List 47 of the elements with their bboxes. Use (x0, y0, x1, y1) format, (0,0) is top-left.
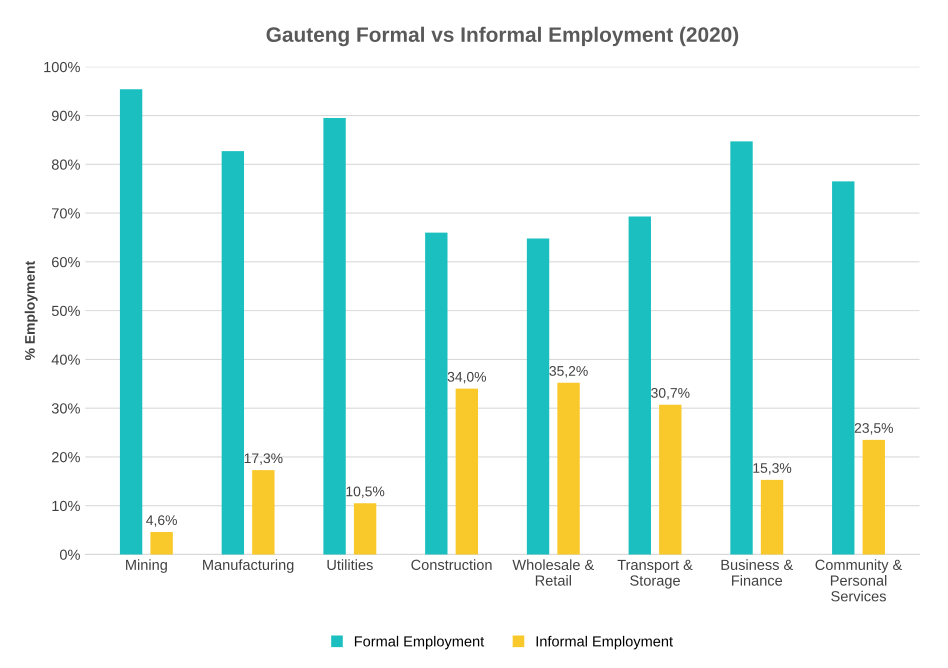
bar (323, 118, 346, 554)
x-tick-label: Construction (411, 559, 492, 570)
bar (456, 388, 478, 554)
x-tick-label: Mining (126, 559, 167, 573)
y-tick-label: 60% (52, 256, 80, 268)
y-tick-label: 70% (52, 208, 80, 219)
data-label: 23,5% (854, 423, 893, 435)
y-tick-label: 20% (52, 452, 80, 462)
legend-label: Informal Employment (536, 636, 673, 650)
x-tick-label: Manufacturing (203, 559, 294, 573)
data-label: 30,7% (651, 388, 690, 400)
y-tick-label: 50% (52, 306, 80, 316)
bar (557, 382, 580, 554)
bar (628, 216, 651, 554)
bar (252, 470, 275, 554)
bar (222, 151, 244, 554)
x-tick-label: Transport & Storage (618, 560, 693, 589)
y-axis-title: % Employment (24, 261, 38, 360)
legend-label: Formal Employment (354, 636, 484, 650)
y-tick-label: 80% (52, 159, 80, 170)
x-tick-label: Utilities (327, 559, 373, 570)
y-tick-label: 0% (60, 550, 80, 560)
y-tick-label: 30% (52, 403, 80, 414)
chart-title: Gauteng Formal vs Informal Employment (2020) (266, 26, 738, 46)
y-tick-label: 10% (52, 500, 80, 512)
bar (832, 181, 854, 554)
bar (150, 532, 173, 554)
bar (425, 232, 448, 554)
bar (862, 440, 885, 554)
y-tick-label: 90% (52, 110, 80, 121)
y-tick-label: 100% (44, 62, 80, 72)
bar (760, 480, 784, 554)
data-label: 4,6% (146, 515, 177, 527)
bar (730, 141, 753, 554)
data-label: 35,2% (549, 366, 588, 378)
y-tick-label: 40% (52, 354, 80, 365)
data-label: 15,3% (753, 463, 792, 475)
data-label: 10,5% (346, 486, 384, 498)
data-label: 17,3% (244, 453, 283, 465)
bar (526, 238, 550, 554)
x-tick-label: Business & Finance (722, 559, 794, 586)
bar (120, 89, 142, 554)
bar (354, 503, 376, 554)
x-tick-label: Wholesale & Retail (512, 559, 594, 586)
data-label: 34,0% (448, 372, 486, 384)
bar (659, 404, 682, 554)
x-tick-label: Community & Personal Services (816, 559, 902, 602)
